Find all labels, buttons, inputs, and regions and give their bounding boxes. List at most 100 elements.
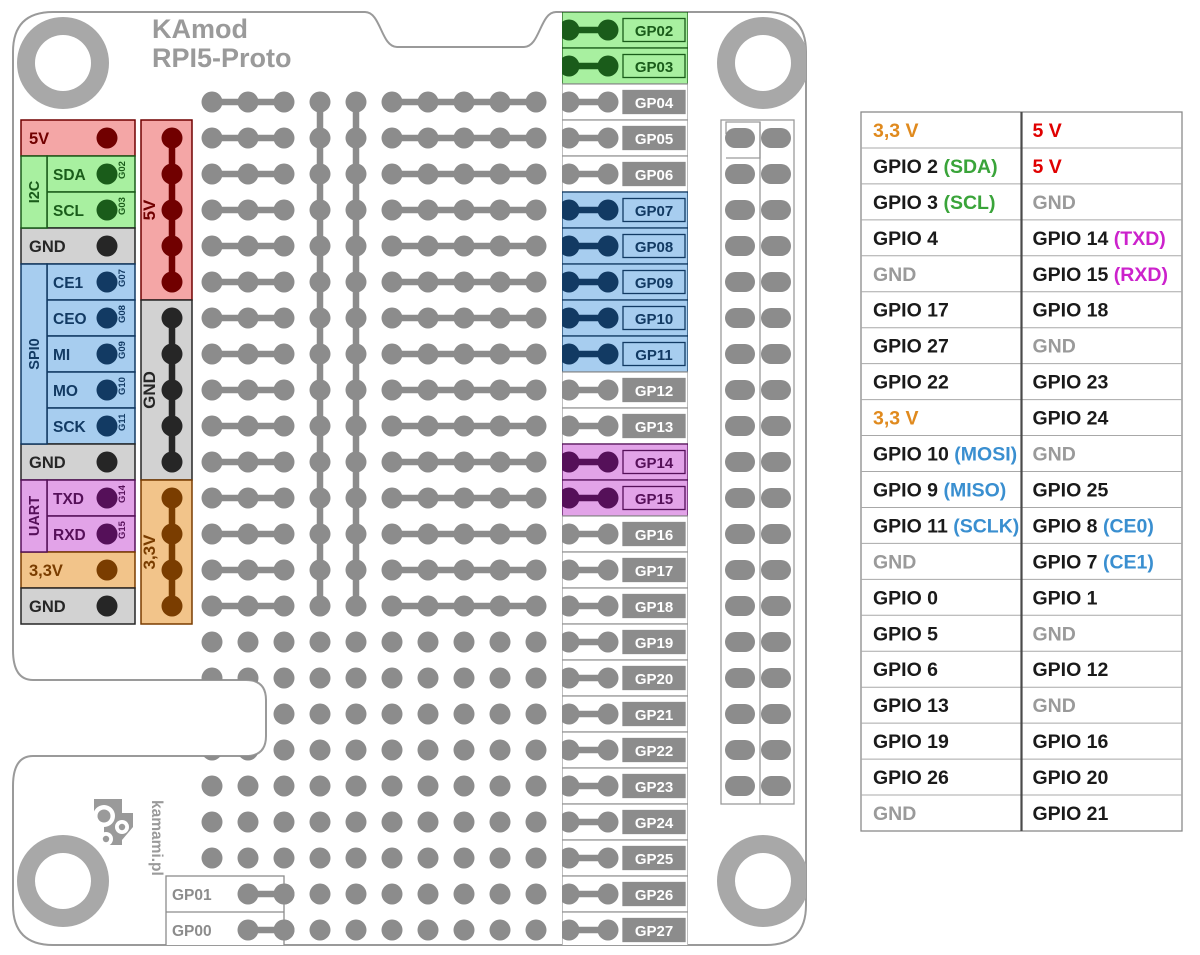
svg-text:GND: GND — [29, 238, 66, 256]
svg-text:GP22: GP22 — [635, 743, 673, 760]
svg-text:G09: G09 — [117, 341, 128, 359]
svg-text:GP25: GP25 — [635, 851, 673, 868]
svg-text:GPIO 17: GPIO 17 — [873, 300, 949, 322]
svg-text:SCL: SCL — [53, 203, 84, 220]
svg-text:GPIO 16: GPIO 16 — [1033, 731, 1109, 753]
svg-text:GND: GND — [1033, 623, 1076, 645]
svg-text:3,3V: 3,3V — [140, 534, 159, 570]
svg-text:KAmod: KAmod — [152, 14, 248, 44]
svg-text:GPIO 7 (CE1): GPIO 7 (CE1) — [1033, 551, 1154, 573]
svg-text:GP26: GP26 — [635, 887, 673, 904]
svg-text:GPIO 14 (TXD): GPIO 14 (TXD) — [1033, 228, 1166, 250]
svg-text:G02: G02 — [117, 161, 128, 179]
svg-text:CE1: CE1 — [53, 275, 84, 292]
svg-text:GND: GND — [29, 598, 66, 616]
svg-text:GPIO 9 (MISO): GPIO 9 (MISO) — [873, 479, 1006, 501]
svg-text:GP16: GP16 — [635, 527, 673, 544]
svg-text:GND: GND — [29, 454, 66, 472]
svg-text:GP19: GP19 — [635, 635, 673, 652]
svg-text:GPIO 0: GPIO 0 — [873, 587, 938, 609]
svg-text:3,3V: 3,3V — [29, 562, 63, 580]
svg-text:GPIO 26: GPIO 26 — [873, 767, 949, 789]
svg-text:G03: G03 — [117, 197, 128, 215]
svg-text:GP24: GP24 — [635, 815, 674, 832]
svg-text:GPIO 8 (CE0): GPIO 8 (CE0) — [1033, 515, 1154, 537]
svg-text:G11: G11 — [117, 413, 128, 431]
svg-text:G14: G14 — [117, 484, 128, 503]
svg-text:GP02: GP02 — [635, 23, 673, 40]
svg-text:GPIO 19: GPIO 19 — [873, 731, 949, 753]
svg-text:GND: GND — [873, 551, 916, 573]
svg-text:RXD: RXD — [53, 527, 86, 544]
svg-text:GP11: GP11 — [635, 347, 673, 364]
svg-text:GP07: GP07 — [635, 203, 673, 220]
svg-text:3,3 V: 3,3 V — [873, 408, 919, 430]
svg-text:GP04: GP04 — [635, 95, 674, 112]
svg-text:3,3 V: 3,3 V — [873, 120, 919, 142]
svg-text:GPIO 10 (MOSI): GPIO 10 (MOSI) — [873, 444, 1017, 466]
svg-text:GPIO 22: GPIO 22 — [873, 372, 949, 394]
svg-text:G08: G08 — [117, 305, 128, 323]
svg-text:GPIO 4: GPIO 4 — [873, 228, 938, 250]
svg-text:GP06: GP06 — [635, 167, 673, 184]
svg-text:GPIO 27: GPIO 27 — [873, 336, 949, 358]
svg-text:MO: MO — [53, 383, 78, 400]
svg-text:5V: 5V — [140, 199, 159, 220]
svg-text:GP00: GP00 — [172, 923, 212, 940]
svg-text:GND: GND — [1033, 192, 1076, 214]
svg-text:GND: GND — [873, 264, 916, 286]
svg-text:GND: GND — [1033, 336, 1076, 358]
svg-text:GP17: GP17 — [635, 563, 673, 580]
svg-text:GP15: GP15 — [635, 491, 673, 508]
svg-text:GP23: GP23 — [635, 779, 673, 796]
svg-text:SCK: SCK — [53, 419, 87, 436]
svg-text:GP13: GP13 — [635, 419, 673, 436]
svg-text:5V: 5V — [29, 130, 49, 148]
svg-text:GP20: GP20 — [635, 671, 673, 688]
svg-text:SPI0: SPI0 — [27, 338, 43, 369]
svg-text:GPIO 5: GPIO 5 — [873, 623, 938, 645]
svg-text:TXD: TXD — [53, 491, 84, 508]
svg-text:GPIO 20: GPIO 20 — [1033, 767, 1109, 789]
svg-text:GP09: GP09 — [635, 275, 673, 292]
svg-text:CEO: CEO — [53, 311, 87, 328]
svg-text:GP12: GP12 — [635, 383, 673, 400]
svg-text:GPIO 21: GPIO 21 — [1033, 803, 1109, 825]
svg-text:GP08: GP08 — [635, 239, 673, 256]
svg-text:GPIO 2 (SDA): GPIO 2 (SDA) — [873, 156, 998, 178]
svg-text:GND: GND — [873, 803, 916, 825]
svg-text:G15: G15 — [117, 520, 128, 539]
svg-text:SDA: SDA — [53, 167, 86, 184]
svg-text:GND: GND — [1033, 695, 1076, 717]
svg-text:5 V: 5 V — [1033, 156, 1062, 178]
svg-text:GPIO 3 (SCL): GPIO 3 (SCL) — [873, 192, 995, 214]
svg-text:MI: MI — [53, 347, 70, 364]
svg-text:GPIO 12: GPIO 12 — [1033, 659, 1109, 681]
svg-text:GND: GND — [140, 371, 159, 409]
svg-text:GP05: GP05 — [635, 131, 673, 148]
svg-text:GP10: GP10 — [635, 311, 673, 328]
svg-text:GPIO 25: GPIO 25 — [1033, 479, 1109, 501]
svg-text:GP03: GP03 — [635, 59, 673, 76]
svg-text:GPIO 6: GPIO 6 — [873, 659, 938, 681]
svg-text:GPIO 11 (SCLK): GPIO 11 (SCLK) — [873, 515, 1019, 537]
svg-text:I2C: I2C — [27, 180, 43, 203]
svg-text:GP01: GP01 — [172, 887, 212, 904]
svg-text:GPIO 23: GPIO 23 — [1033, 372, 1109, 394]
svg-text:GPIO 24: GPIO 24 — [1033, 408, 1109, 430]
svg-text:GPIO 18: GPIO 18 — [1033, 300, 1109, 322]
svg-text:GP27: GP27 — [635, 923, 673, 940]
svg-text:GPIO 15 (RXD): GPIO 15 (RXD) — [1033, 264, 1168, 286]
svg-text:GND: GND — [1033, 444, 1076, 466]
svg-text:G07: G07 — [117, 269, 128, 287]
svg-text:UART: UART — [27, 496, 43, 536]
svg-text:GP18: GP18 — [635, 599, 673, 616]
svg-text:RPI5-Proto: RPI5-Proto — [152, 43, 292, 73]
svg-text:5 V: 5 V — [1033, 120, 1062, 142]
svg-text:GPIO 1: GPIO 1 — [1033, 587, 1098, 609]
svg-text:GP21: GP21 — [635, 707, 673, 724]
svg-text:GP14: GP14 — [635, 455, 674, 472]
svg-text:GPIO 13: GPIO 13 — [873, 695, 949, 717]
svg-text:G10: G10 — [117, 377, 128, 395]
svg-text:kamami.pl: kamami.pl — [148, 800, 165, 876]
